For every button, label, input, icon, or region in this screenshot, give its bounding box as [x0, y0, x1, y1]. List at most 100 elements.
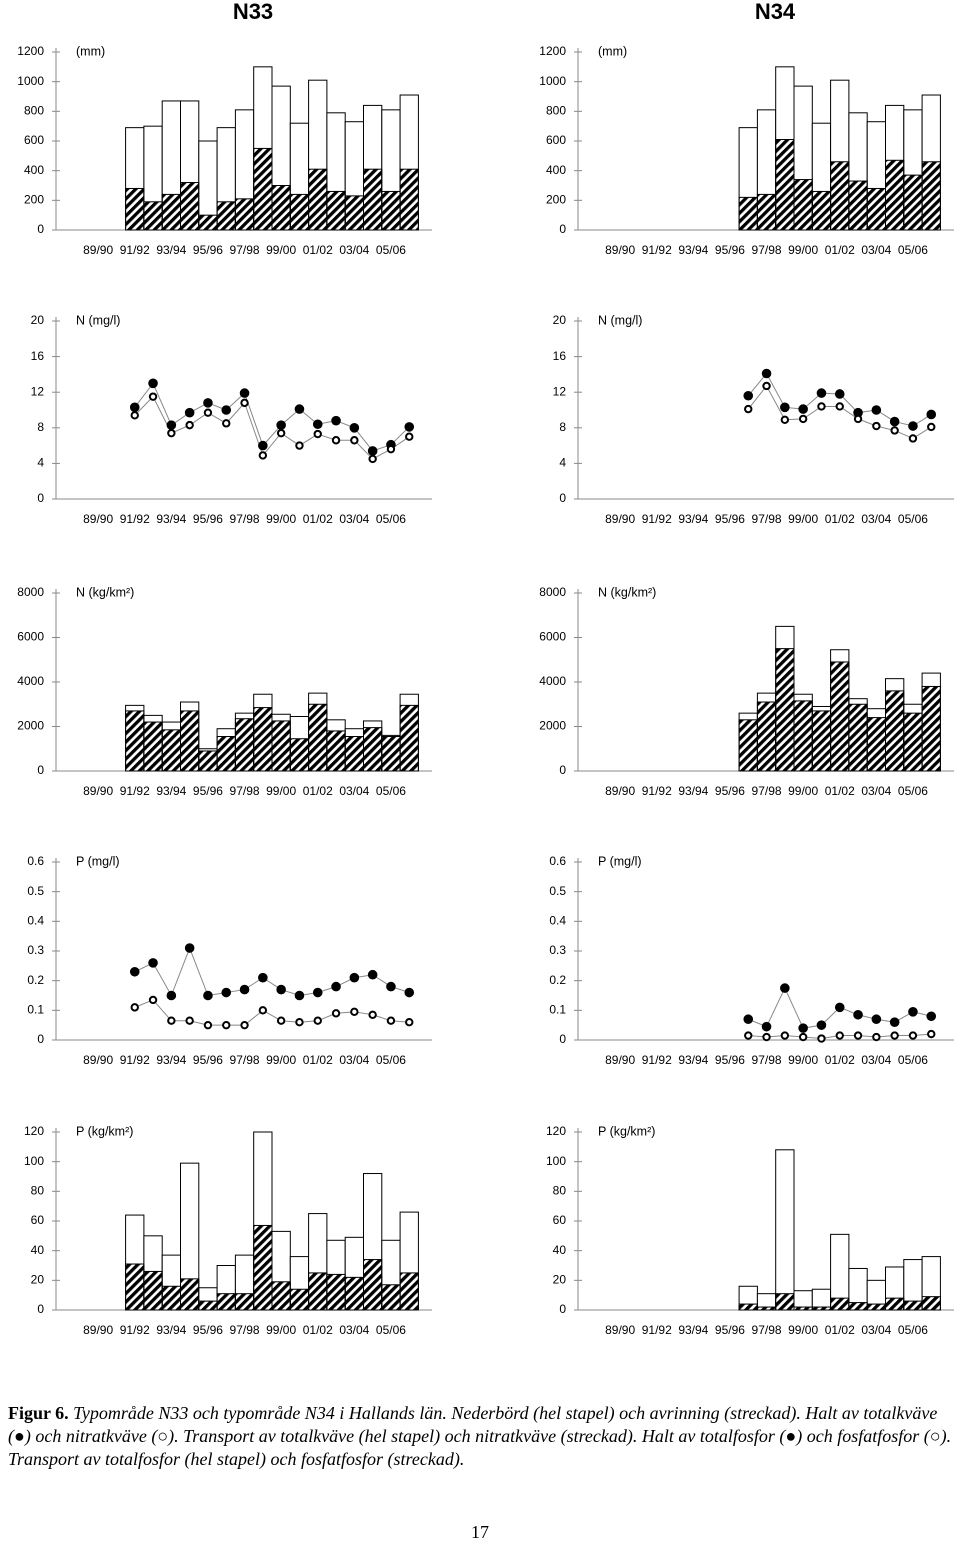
bar: [399, 704, 419, 772]
x-tick-label: 97/98: [230, 1053, 260, 1067]
bar: [180, 182, 200, 231]
point: [203, 990, 213, 1001]
point: [890, 426, 899, 435]
y-tick-label: 1000: [539, 74, 566, 88]
x-tick-label: 91/92: [642, 512, 672, 526]
x-tick-label: 03/04: [339, 784, 369, 798]
bar: [234, 198, 255, 231]
bar: [344, 736, 365, 772]
bar: [161, 729, 181, 772]
x-tick-label: 89/90: [83, 1053, 113, 1067]
bar: [903, 174, 923, 231]
bar: [811, 190, 832, 231]
y-tick-label: 0.6: [549, 854, 566, 868]
bar: [289, 738, 310, 772]
point: [780, 983, 790, 993]
bar: [363, 727, 383, 772]
bar: [848, 703, 868, 772]
bar: [143, 201, 163, 231]
y-tick-label: 0.3: [27, 943, 44, 957]
point: [295, 441, 304, 450]
x-tick-label: 95/96: [715, 1053, 745, 1067]
point: [331, 981, 341, 992]
x-tick-label: 95/96: [193, 512, 223, 526]
bar: [143, 1270, 163, 1311]
point: [367, 446, 378, 456]
y-tick-label: 120: [546, 1124, 566, 1138]
y-axis-label: N (mg/l): [598, 313, 642, 327]
x-tick-label: 91/92: [120, 1053, 150, 1067]
point: [276, 1016, 286, 1025]
point: [816, 1020, 827, 1030]
bar: [216, 736, 236, 772]
x-tick-label: 95/96: [715, 784, 745, 798]
x-tick-label: 89/90: [83, 1323, 113, 1337]
x-tick-label: 01/02: [303, 1053, 333, 1067]
point: [780, 1031, 790, 1040]
point: [889, 416, 900, 427]
x-tick-label: 03/04: [339, 512, 369, 526]
x-tick-label: 89/90: [83, 512, 113, 526]
y-tick-label: 60: [553, 1213, 567, 1227]
point: [926, 409, 937, 420]
bar: [363, 168, 383, 231]
point: [240, 398, 249, 408]
point: [798, 1023, 808, 1033]
y-tick-label: 400: [546, 163, 566, 177]
x-tick-label: 03/04: [861, 1053, 891, 1067]
bar: [775, 1149, 795, 1311]
y-tick-label: 0.3: [549, 943, 566, 957]
point: [239, 388, 250, 398]
x-tick-label: 95/96: [715, 243, 745, 257]
point: [167, 1016, 176, 1025]
point: [405, 432, 414, 441]
x-tick-label: 03/04: [861, 512, 891, 526]
point: [148, 392, 158, 401]
bar: [885, 690, 905, 772]
series-line: [134, 395, 410, 460]
point: [276, 420, 286, 430]
caption: Figur 6. Typområde N33 och typområde N34…: [8, 1402, 958, 1471]
bar: [326, 730, 346, 772]
x-tick-label: 91/92: [642, 1323, 672, 1337]
bar: [308, 1272, 328, 1311]
point: [368, 454, 377, 464]
point: [853, 1031, 863, 1040]
x-tick-label: 91/92: [642, 1053, 672, 1067]
bar: [903, 1300, 923, 1311]
bar: [775, 1293, 795, 1311]
point: [908, 421, 918, 431]
point: [221, 405, 232, 415]
x-tick-label: 99/00: [266, 1323, 296, 1337]
point: [744, 1031, 753, 1040]
bar: [793, 179, 813, 231]
bar: [271, 1281, 291, 1311]
y-tick-label: 80: [31, 1184, 45, 1198]
y-tick-label: 0.4: [549, 914, 566, 928]
y-tick-label: 800: [546, 104, 566, 118]
y-tick-label: 8000: [539, 585, 566, 599]
y-tick-label: 0: [559, 222, 566, 236]
bar: [198, 214, 218, 231]
point: [404, 422, 415, 432]
x-tick-label: 89/90: [605, 784, 635, 798]
x-tick-label: 97/98: [752, 1053, 782, 1067]
y-tick-label: 0: [559, 763, 566, 777]
point: [835, 402, 844, 411]
y-tick-label: 8: [37, 420, 44, 434]
bar: [216, 201, 236, 231]
point: [349, 423, 360, 433]
y-tick-label: 1200: [17, 44, 44, 58]
x-tick-label: 97/98: [752, 243, 782, 257]
y-tick-label: 100: [24, 1154, 44, 1168]
x-tick-label: 91/92: [120, 243, 150, 257]
bar: [216, 1293, 236, 1311]
x-tick-label: 01/02: [825, 784, 855, 798]
y-axis-label: P (kg/km²): [598, 1124, 655, 1138]
bar: [811, 1306, 832, 1311]
point: [368, 1010, 377, 1019]
point: [276, 428, 286, 438]
point: [166, 990, 177, 1001]
x-tick-label: 89/90: [83, 243, 113, 257]
